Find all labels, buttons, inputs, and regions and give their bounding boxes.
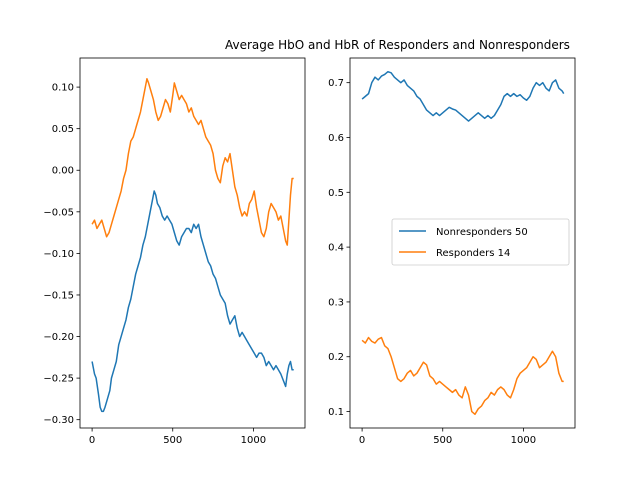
- y-tick-label: −0.15: [43, 290, 74, 301]
- chart-title: Average HbO and HbR of Responders and No…: [225, 38, 570, 52]
- legend-entry: Responders 14: [436, 248, 510, 259]
- x-tick-label: 1000: [241, 435, 266, 446]
- series-line-1: [361, 70, 565, 122]
- y-tick-label: −0.10: [43, 249, 74, 260]
- y-tick-label: −0.20: [43, 332, 74, 343]
- series-line-2: [91, 78, 294, 246]
- x-tick-label: 1000: [511, 435, 536, 446]
- series-line-2: [361, 336, 564, 416]
- axes-frame: [349, 57, 576, 429]
- x-tick-label: 500: [433, 435, 452, 446]
- y-tick-label: −0.30: [43, 415, 74, 426]
- right-subplot: 0 500 1000 0.1 0.2 0.3 0.4 0.5 0.6 0.7: [328, 57, 576, 446]
- y-tick-label: −0.05: [43, 207, 74, 218]
- series-line-1: [91, 190, 294, 413]
- x-tick-label: 0: [359, 435, 365, 446]
- y-tick-label: 0.4: [328, 243, 344, 254]
- y-tick-label: 0.05: [52, 124, 74, 135]
- y-tick-label: 0.10: [52, 83, 74, 94]
- y-tick-label: 0.1: [328, 407, 344, 418]
- left-subplot: 0 500 1000 −0.30 −0.25 −0.20 −0.15 −0.10 −0.05 0.…: [43, 57, 306, 446]
- y-tick-label: 0.00: [52, 166, 74, 177]
- legend-box: [391, 218, 570, 266]
- x-tick-label: 0: [89, 435, 95, 446]
- axes-frame: [79, 57, 306, 429]
- y-tick-label: −0.25: [43, 374, 74, 385]
- x-tick-label: 500: [163, 435, 182, 446]
- y-tick-label: 0.6: [328, 133, 344, 144]
- y-tick-label: 0.2: [328, 352, 344, 363]
- legend-entry: Nonresponders 50: [436, 227, 528, 238]
- y-tick-label: 0.5: [328, 188, 344, 199]
- legend: Nonresponders 50 Responders 14: [391, 218, 570, 266]
- y-tick-label: 0.3: [328, 297, 344, 308]
- y-tick-label: 0.7: [328, 78, 344, 89]
